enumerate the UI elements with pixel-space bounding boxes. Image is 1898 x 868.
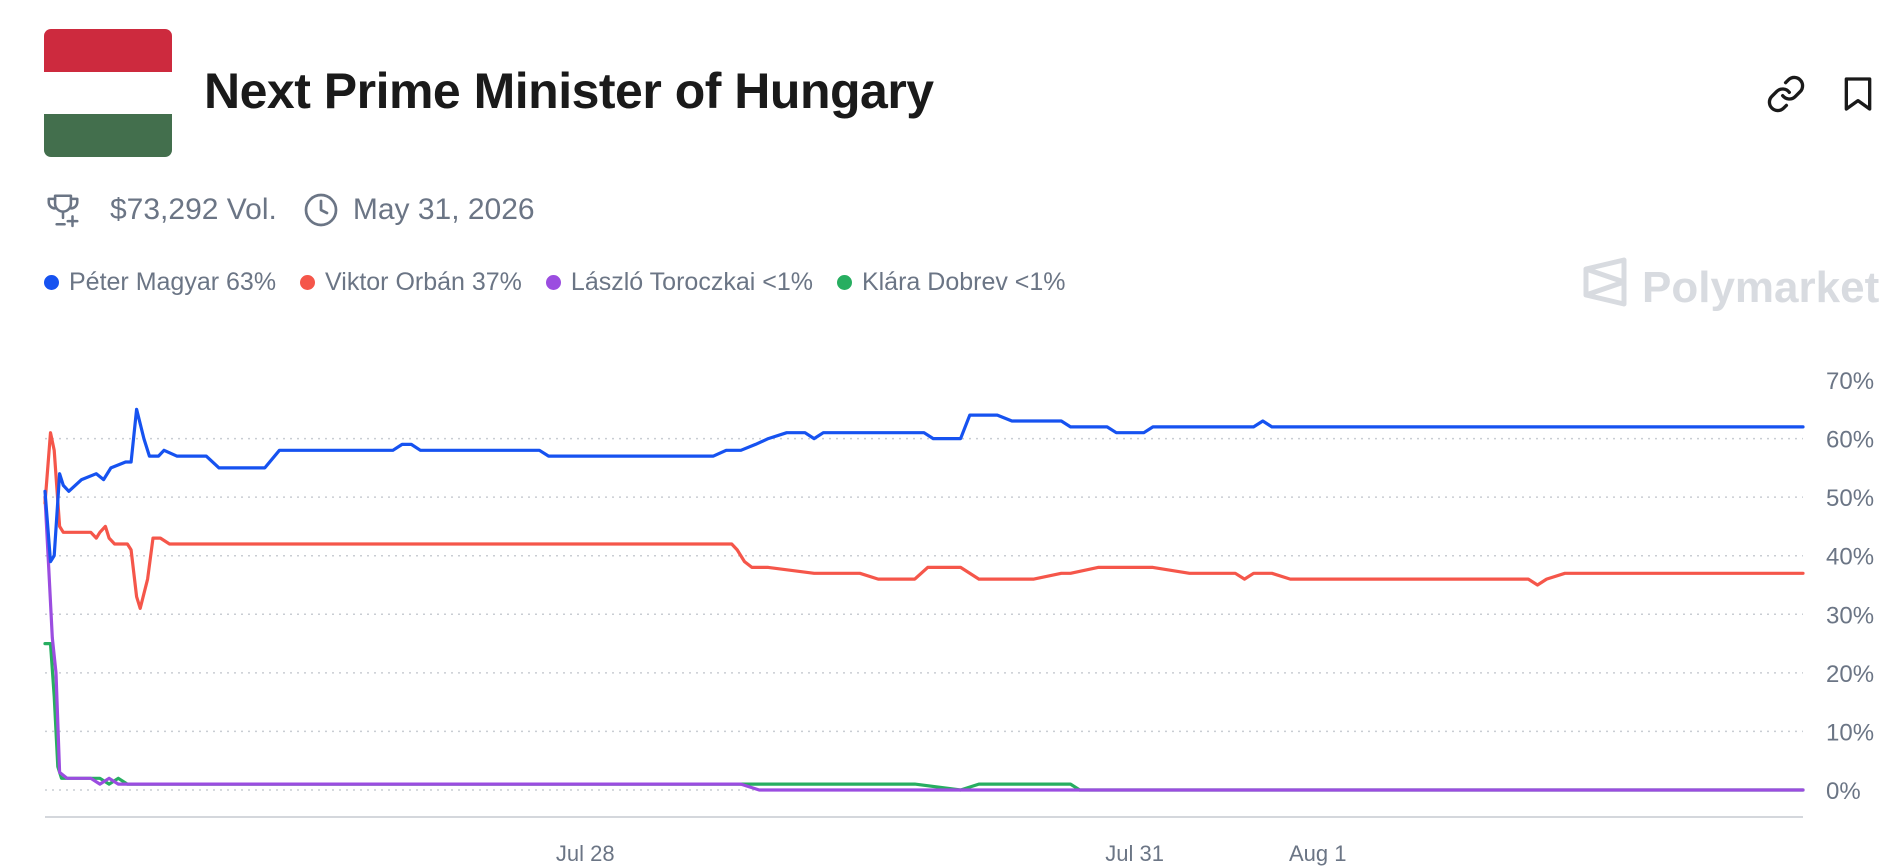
y-tick-label: 30% — [1826, 602, 1874, 629]
y-tick-label: 20% — [1826, 661, 1874, 688]
grid-lines — [45, 437, 1803, 818]
flag-stripe-white — [44, 71, 172, 115]
legend-label: Klára Dobrev <1% — [861, 268, 1066, 296]
polymarket-logo-icon — [1582, 257, 1628, 318]
polymarket-watermark: Polymarket — [1582, 257, 1879, 318]
legend-dot — [545, 275, 561, 290]
x-tick-label: Aug 1 — [1289, 841, 1347, 866]
x-axis-ticks: Jul 28 Jul 31 Aug 1 — [556, 841, 1347, 866]
series-line-p-ter-magyar — [43, 407, 1805, 564]
legend-item-peter-magyar[interactable]: Péter Magyar 63% — [44, 268, 276, 297]
clock-icon — [303, 192, 339, 228]
legend-item-viktor-orban[interactable]: Viktor Orbán 37% — [300, 268, 522, 297]
link-icon[interactable] — [1766, 74, 1806, 114]
y-axis-ticks: 0% 10% 20% 30% 40% 50% 60% 70% — [1826, 368, 1874, 805]
y-tick-label: 60% — [1826, 427, 1874, 454]
legend-label: László Toroczkai <1% — [570, 268, 813, 296]
page-title: Next Prime Minister of Hungary — [204, 63, 934, 119]
hungary-flag — [44, 29, 172, 157]
trophy-icon — [44, 191, 82, 229]
series-line-l-szl-toroczkai — [43, 495, 1805, 792]
flag-stripe-green — [44, 114, 172, 157]
volume-text: $73,292 Vol. — [110, 193, 277, 226]
y-tick-label: 0% — [1826, 778, 1861, 805]
legend-dot — [836, 275, 852, 290]
chart-legend: Péter Magyar 63% Viktor Orbán 37% László… — [44, 268, 1090, 297]
bookmark-icon[interactable] — [1838, 74, 1878, 114]
y-tick-label: 10% — [1826, 719, 1874, 746]
y-tick-label: 70% — [1826, 368, 1874, 395]
legend-dot — [44, 275, 59, 290]
y-tick-label: 50% — [1826, 485, 1874, 512]
x-tick-label: Jul 28 — [556, 841, 615, 866]
watermark-text: Polymarket — [1642, 262, 1880, 312]
legend-label: Viktor Orbán 37% — [325, 268, 522, 296]
series-line-kl-ra-dobrev — [43, 642, 1805, 792]
flag-stripe-red — [44, 29, 172, 72]
market-meta: $73,292 Vol. May 31, 2026 — [44, 190, 535, 230]
x-tick-label: Jul 31 — [1105, 841, 1164, 866]
series-line-viktor-orb-n — [43, 431, 1805, 610]
legend-item-laszlo-toroczkai[interactable]: László Toroczkai <1% — [545, 268, 813, 297]
y-tick-label: 40% — [1826, 544, 1874, 571]
legend-label: Péter Magyar 63% — [69, 268, 277, 296]
end-date-text: May 31, 2026 — [352, 193, 535, 226]
legend-item-klara-dobrev[interactable]: Klára Dobrev <1% — [836, 268, 1066, 297]
legend-dot — [300, 275, 316, 290]
series-lines — [43, 407, 1805, 792]
